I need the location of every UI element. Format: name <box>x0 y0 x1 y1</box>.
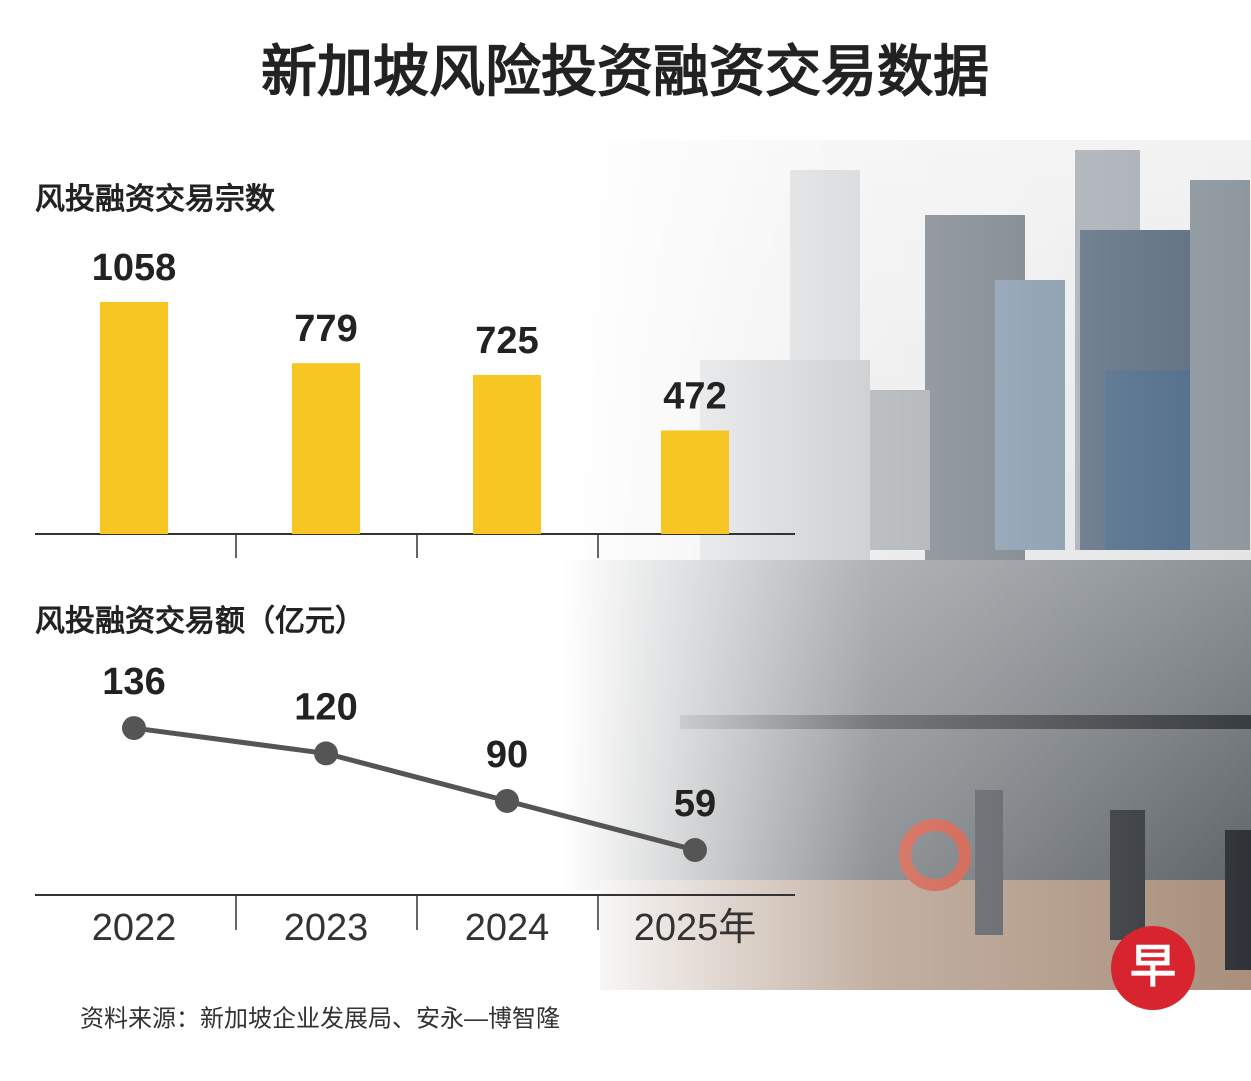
bar <box>661 430 729 534</box>
chart-title: 风投融资交易宗数 <box>35 182 276 216</box>
x-tick-label: 2024 <box>465 907 550 949</box>
value-label: 779 <box>294 308 357 350</box>
bar <box>100 301 168 534</box>
x-tick-label: 2025年 <box>634 907 757 949</box>
value-label: 725 <box>475 320 538 362</box>
dividers <box>235 534 599 930</box>
x-tick-label: 2023 <box>284 907 369 949</box>
logo-text: 早 <box>1130 940 1176 992</box>
value-label: 59 <box>674 783 716 825</box>
point <box>122 716 146 741</box>
source-note: 资料来源：新加坡企业发展局、安永—博智隆 <box>80 1005 560 1032</box>
chart-title: 风投融资交易额（亿元） <box>35 604 365 638</box>
page-title: 新加坡风险投资融资交易数据 <box>261 40 989 103</box>
point <box>495 788 519 813</box>
background-photo <box>0 130 1251 1000</box>
point <box>314 741 338 766</box>
value-label: 1058 <box>92 247 177 289</box>
value-label: 136 <box>102 661 165 703</box>
line <box>133 725 696 853</box>
bar <box>473 375 541 534</box>
x-tick-label: 2022 <box>92 907 177 949</box>
value-label: 120 <box>294 686 357 728</box>
value-label: 90 <box>486 734 528 776</box>
point <box>683 838 707 863</box>
value-label: 472 <box>663 376 726 418</box>
logo <box>1111 926 1195 1010</box>
bar <box>292 363 360 534</box>
